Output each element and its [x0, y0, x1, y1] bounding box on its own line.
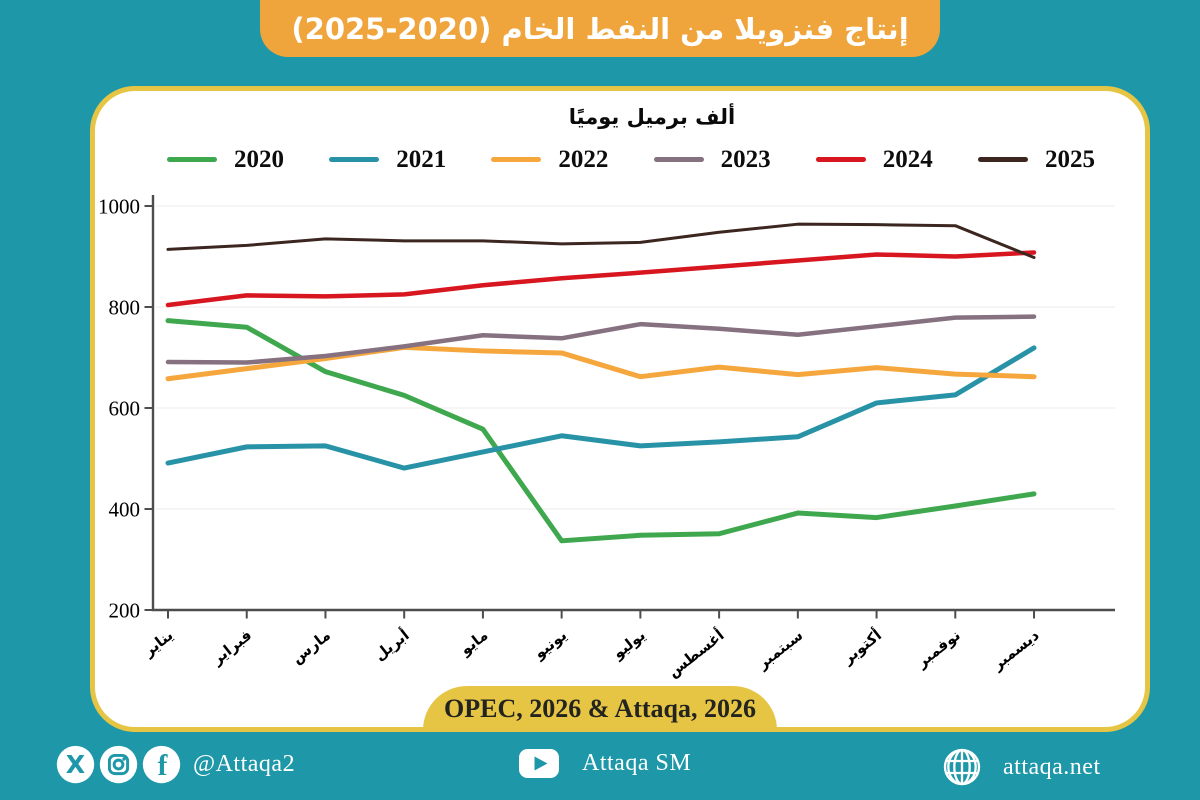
legend-swatch	[329, 156, 380, 162]
legend-swatch	[815, 156, 866, 162]
chart-legend: 2020 2021 2022 2023 2024 2025	[167, 143, 1095, 175]
legend-swatch	[167, 156, 217, 162]
legend-swatch	[977, 156, 1028, 162]
chart-subtitle: ألف برميل يوميًا	[568, 105, 736, 129]
title-banner: إنتاج فنزويلا من النفط الخام (2020-2025)	[260, 0, 940, 57]
website-text: attaqa.net	[1003, 753, 1101, 780]
facebook-icon: f	[142, 745, 181, 784]
legend-label: 2025	[1044, 145, 1095, 173]
series-line-2025	[166, 222, 1036, 260]
source-badge: OPEC, 2026 & Attaqa, 2026	[423, 686, 777, 732]
website-group: attaqa.net	[942, 747, 1101, 787]
legend-label: 2023	[720, 145, 771, 173]
legend-item-2025: 2025	[977, 145, 1095, 173]
legend-item-2024: 2024	[815, 145, 933, 173]
y-axis-tick-label: 1000	[100, 195, 140, 219]
social-handle-text: @Attaqa2	[193, 751, 296, 777]
legend-label: 2020	[234, 145, 284, 173]
x-axis-month-label: فبراير	[208, 626, 256, 669]
y-axis-tick-label: 200	[109, 599, 141, 623]
legend-label: 2021	[396, 145, 447, 173]
svg-text:f: f	[158, 750, 169, 782]
chart-card: ألف برميل يوميًا 2020 2021 2022 2023 2024 202…	[90, 86, 1150, 732]
youtube-label: Attaqa SM	[582, 750, 692, 776]
legend-item-2020: 2020	[167, 147, 284, 172]
series-line-2024	[165, 250, 1037, 308]
x-axis-month-label: أبريل	[370, 625, 413, 664]
legend-item-2022: 2022	[491, 147, 608, 172]
x-axis-month-label: ديسمبر	[988, 626, 1043, 674]
x-axis-month-label: نوفمبر	[912, 626, 964, 672]
x-icon: X	[56, 745, 95, 784]
legend-item-2021: 2021	[329, 147, 446, 172]
social-handles-group: X f @Attaqa2	[56, 745, 295, 784]
series-line-2021	[165, 345, 1037, 471]
series-line-2023	[165, 314, 1037, 365]
chart-canvas: 1000 800 600 400 200 يناير فبراير مارس أبريل مايو…	[100, 195, 1115, 681]
x-axis-month-label: يونيو	[530, 626, 570, 663]
x-axis-month-label: سبتمبر	[753, 626, 806, 673]
x-axis-month-label: أكتوبر	[838, 625, 885, 668]
y-axis-tick-label: 800	[109, 296, 141, 320]
legend-label: 2024	[882, 145, 933, 173]
legend-swatch	[491, 156, 542, 162]
youtube-group: Attaqa SM	[518, 748, 691, 779]
globe-icon	[943, 748, 981, 786]
youtube-icon	[519, 749, 559, 778]
source-text: OPEC, 2026 & Attaqa, 2026	[444, 694, 756, 723]
y-axis-tick-label: 400	[109, 498, 141, 522]
svg-text:X: X	[66, 750, 85, 779]
x-axis-month-label: أغسطس	[663, 625, 727, 681]
x-axis-month-label: يوليو	[608, 626, 648, 663]
legend-item-2023: 2023	[653, 145, 771, 173]
series-line-2022	[165, 344, 1037, 382]
y-axis-tick-label: 600	[109, 397, 141, 421]
x-axis-month-label: مارس	[288, 626, 334, 667]
page-title: إنتاج فنزويلا من النفط الخام (2020-2025)	[291, 11, 909, 46]
legend-label: 2022	[558, 145, 609, 173]
series-line-2020	[165, 318, 1037, 544]
x-axis-month-label: مايو	[456, 626, 491, 659]
instagram-icon	[99, 745, 138, 784]
x-axis-month-label: يناير	[139, 626, 176, 661]
legend-swatch	[653, 156, 704, 162]
